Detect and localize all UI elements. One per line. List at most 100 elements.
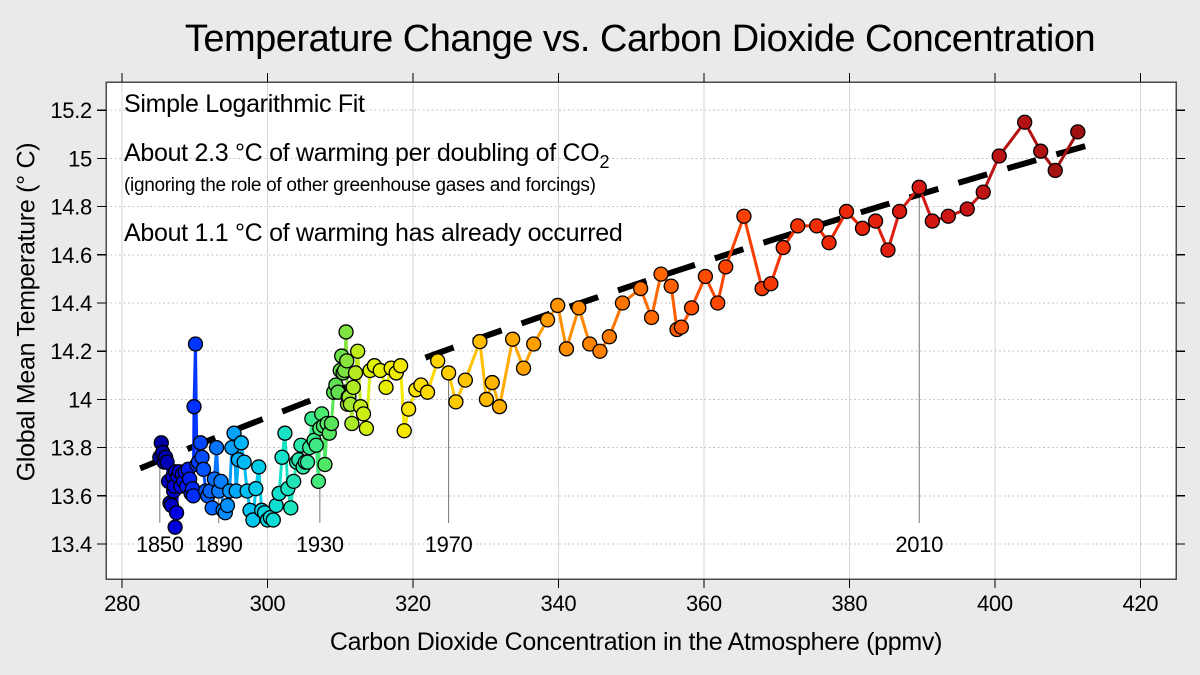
data-point [484,374,500,391]
data-point [233,435,249,451]
data-points [152,114,1086,535]
data-point [718,259,734,275]
data-point [880,242,896,258]
data-point [991,148,1007,164]
data-point [195,461,212,477]
y-tick-label: 15 [68,146,92,171]
data-point [478,391,495,408]
data-point [614,295,631,311]
data-point [940,208,956,224]
annotation-caveat: (ignoring the role of other greenhouse g… [124,175,596,196]
y-tick-label: 14.6 [50,243,92,268]
data-point [601,329,618,345]
data-point [1070,124,1086,140]
data-point [1017,114,1033,130]
y-tick-label: 14.8 [50,195,92,220]
data-point [448,394,464,410]
data-point [790,218,806,234]
data-point [186,399,202,415]
data-point [1047,162,1063,179]
data-point [347,365,364,381]
data-point [821,235,837,251]
data-point [345,379,361,396]
x-tick-label: 320 [395,591,431,616]
data-point [526,336,542,352]
data-point [339,353,355,369]
data-point [592,343,608,359]
data-point [653,266,669,282]
annotation-warming-occurred: About 1.1 °C of warming has already occu… [124,219,623,247]
year-markers: 1850 1890 1930 1970 2010 [136,187,943,557]
y-tick-label: 14.4 [50,291,92,316]
data-point [323,415,340,432]
data-point [192,435,209,451]
y-axis-title: Global Mean Temperature (° C) [12,142,41,482]
data-point [582,336,598,352]
data-point [632,280,649,297]
chart-title: Temperature Change vs. Carbon Dioxide Co… [184,18,1096,60]
annotation-warming-per-doubling-text: About 2.3 °C of warming per doubling of … [124,139,600,167]
data-point [457,372,473,388]
data-point [683,300,700,316]
year-marker-label: 1890 [195,532,243,557]
data-point [867,213,884,229]
data-point [697,268,714,285]
data-point [265,512,281,528]
x-tick-label: 340 [541,591,577,616]
data-point [673,319,690,335]
data-point [208,439,225,456]
x-axis-title: Carbon Dioxide Concentration in the Atmo… [329,628,943,656]
data-point [775,239,791,256]
tick-labels: 280 300 320 340 360 380 400 420 13.4 13.6 13.8 14 14… [50,98,1158,616]
plot-border [105,81,1177,580]
data-point [378,379,394,396]
data-point [213,473,229,490]
annotation-warming-per-doubling: About 2.3 °C of warming per doubling of … [124,139,609,173]
x-tick-label: 360 [686,591,722,616]
x-tick-label: 380 [831,591,867,616]
data-point [504,331,521,347]
data-point [344,415,360,432]
data-point [663,278,679,294]
data-point [355,406,372,422]
data-point [838,203,855,220]
data-point [571,300,587,316]
data-point [350,343,366,359]
data-point [419,384,436,400]
annotation-fit-label: Simple Logarithmic Fit [124,90,365,118]
data-point [286,473,302,490]
year-marker-label: 1930 [296,532,344,557]
data-point [308,437,324,453]
data-point [1033,143,1049,159]
data-point [430,353,446,369]
y-tick-label: 13.6 [50,484,92,509]
data-point [396,423,412,439]
data-point [338,324,354,340]
data-point [736,208,752,224]
data-point [310,473,327,490]
axis-ticks [97,73,1185,588]
data-point [550,297,566,314]
data-point [167,519,183,535]
x-tick-label: 420 [1122,591,1158,616]
co2-subscript: 2 [599,152,610,172]
year-marker-label: 1850 [136,532,184,557]
data-point [891,203,908,220]
x-tick-label: 280 [104,591,140,616]
data-point [440,365,457,381]
data-point [763,276,779,292]
data-point [710,295,726,311]
y-tick-label: 13.8 [50,436,92,461]
data-point [283,500,299,516]
data-point [911,179,927,195]
data-point [159,454,175,470]
x-tick-label: 400 [977,591,1013,616]
data-point [299,454,316,470]
data-point [248,480,264,497]
data-point [854,220,871,236]
data-point [251,459,267,475]
year-marker-label: 1970 [425,532,473,557]
data-point [274,449,290,465]
data-point [392,358,409,374]
